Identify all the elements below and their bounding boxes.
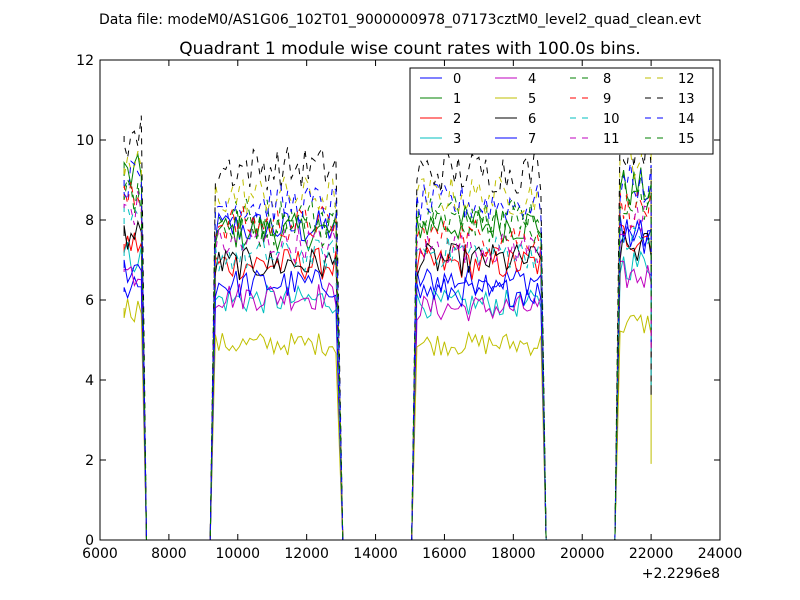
series-line-8 — [123, 173, 652, 541]
legend-frame — [409, 67, 714, 155]
legend-label-8: 8 — [603, 72, 611, 87]
x-offset-label: +2.2296e8 — [642, 566, 720, 582]
x-tick-label: 10000 — [216, 546, 261, 562]
legend-label-1: 1 — [453, 92, 461, 107]
legend-label-9: 9 — [603, 92, 611, 107]
x-tick-label: 24000 — [698, 546, 743, 562]
legend-label-10: 10 — [603, 112, 620, 127]
figure-suptitle: Data file: modeM0/AS1G06_102T01_90000009… — [99, 12, 701, 28]
y-tick-label: 0 — [85, 533, 94, 549]
series-line-2 — [123, 223, 652, 541]
legend-label-6: 6 — [528, 112, 536, 127]
legend-label-5: 5 — [528, 92, 536, 107]
legend-label-2: 2 — [453, 112, 461, 127]
legend-label-4: 4 — [528, 72, 536, 87]
series-line-7 — [123, 215, 652, 541]
y-tick-label: 6 — [85, 293, 94, 309]
x-tick-label: 6000 — [82, 546, 118, 562]
legend-label-13: 13 — [678, 92, 695, 107]
series-line-4 — [123, 260, 652, 541]
legend-label-15: 15 — [678, 132, 695, 147]
legend-label-7: 7 — [528, 132, 536, 147]
series-line-1 — [123, 152, 652, 541]
series-line-5 — [123, 298, 652, 541]
series-line-3 — [123, 242, 652, 541]
series-line-9 — [123, 181, 652, 541]
series-line-15 — [123, 178, 652, 541]
legend-label-12: 12 — [678, 72, 695, 87]
legend-label-0: 0 — [453, 72, 461, 87]
x-tick-label: 22000 — [629, 546, 674, 562]
series-line-6 — [123, 219, 652, 541]
y-tick-label: 10 — [76, 133, 94, 149]
series-line-13 — [123, 115, 652, 541]
x-tick-label: 14000 — [353, 546, 398, 562]
x-tick-label: 12000 — [284, 546, 329, 562]
series-line-14 — [123, 160, 652, 541]
y-tick-label: 12 — [76, 53, 94, 69]
x-tick-label: 16000 — [422, 546, 467, 562]
series-line-0 — [123, 210, 652, 541]
x-tick-label: 18000 — [491, 546, 536, 562]
x-tick-label: 20000 — [560, 546, 605, 562]
y-tick-label: 8 — [85, 213, 94, 229]
legend-label-3: 3 — [453, 132, 461, 147]
legend-label-14: 14 — [678, 112, 695, 127]
plot-series-group — [123, 115, 652, 541]
chart-title: Quadrant 1 module wise count rates with … — [179, 39, 640, 59]
x-tick-label: 8000 — [151, 546, 187, 562]
legend-label-11: 11 — [603, 132, 620, 147]
y-tick-label: 4 — [85, 373, 94, 389]
series-line-12 — [123, 135, 652, 541]
x-axis: 6000 8000 10000 12000 14000 16000 18000 20000 22… — [82, 60, 742, 562]
series-line-10 — [123, 205, 652, 541]
y-tick-label: 2 — [85, 453, 94, 469]
series-line-11 — [123, 191, 652, 541]
